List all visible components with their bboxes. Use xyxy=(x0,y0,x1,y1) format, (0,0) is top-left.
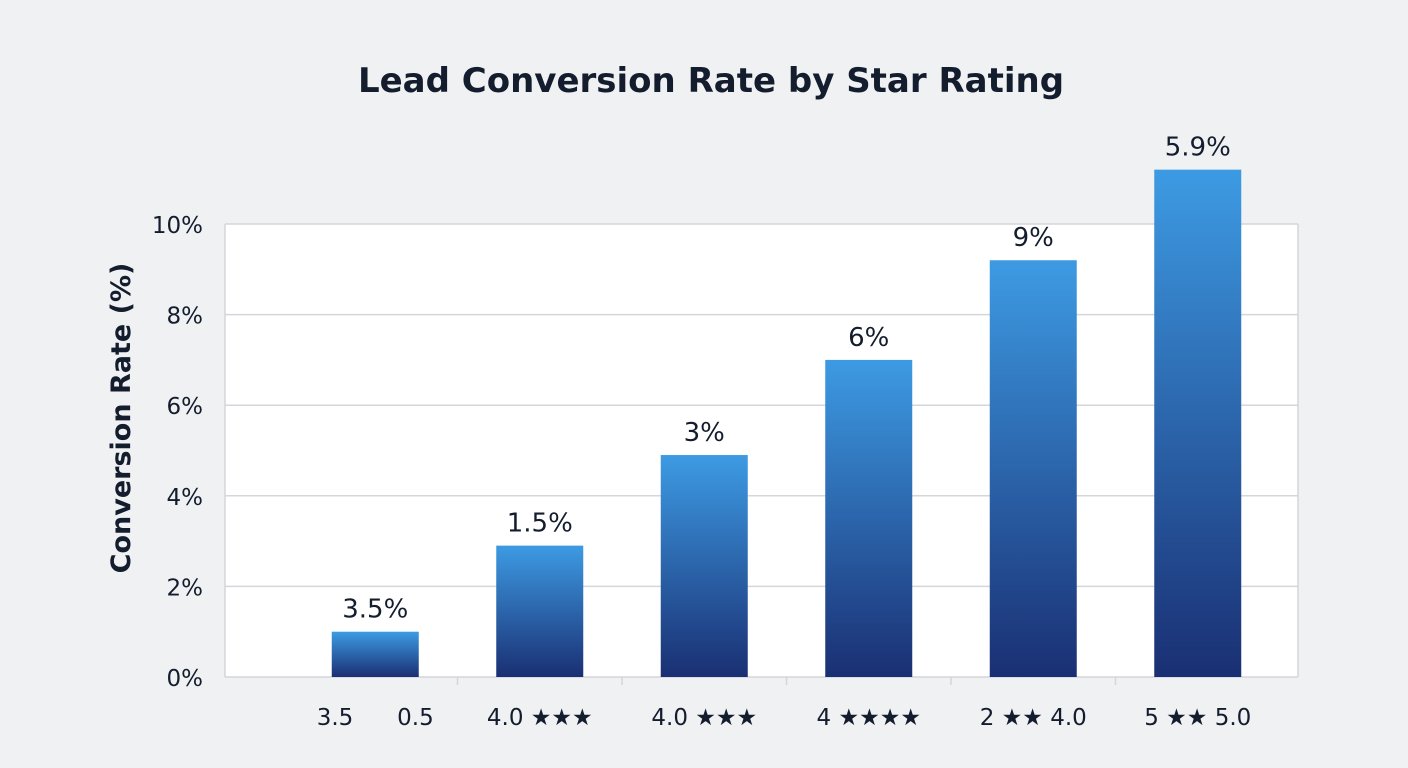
y-tick-label: 8% xyxy=(167,304,204,330)
plot-area xyxy=(225,224,1298,677)
x-tick-label: 2 ★★ 4.0 xyxy=(980,705,1087,731)
chart-title: Lead Conversion Rate by Star Rating xyxy=(358,61,1064,101)
data-label: 1.5% xyxy=(507,509,573,539)
bar xyxy=(825,359,913,677)
y-tick-label: 4% xyxy=(167,485,204,511)
data-label: 6% xyxy=(848,323,889,353)
x-tick-label: 4.0 ★★★ xyxy=(651,705,757,731)
x-tick-label: 3.5 0.5 xyxy=(317,705,434,731)
data-label: 3.5% xyxy=(342,595,408,625)
bar xyxy=(1154,169,1242,677)
bars xyxy=(331,169,1242,677)
bar xyxy=(989,260,1077,677)
bar xyxy=(660,455,748,677)
data-label: 5.9% xyxy=(1165,133,1231,163)
x-tick-label: 4 ★★★★ xyxy=(817,705,921,731)
bar xyxy=(331,631,419,677)
data-label: 3% xyxy=(684,418,725,448)
y-tick-label: 2% xyxy=(167,575,204,601)
labels: 0% 2% 4% 6% 8% 10% 3.5% 3.5 0.5 1.5% 4.0 ★★★ 3% 4.0… xyxy=(152,133,1251,731)
y-tick-label: 10% xyxy=(152,213,203,239)
x-tick-label: 4.0 ★★★ xyxy=(487,705,593,731)
data-label: 9% xyxy=(1013,223,1054,253)
y-axis-label: Conversion Rate (%) xyxy=(106,263,137,574)
x-tick-label: 5 ★★ 5.0 xyxy=(1144,705,1251,731)
bar xyxy=(496,545,584,677)
y-tick-label: 6% xyxy=(167,394,204,420)
y-tick-label: 0% xyxy=(167,666,204,692)
